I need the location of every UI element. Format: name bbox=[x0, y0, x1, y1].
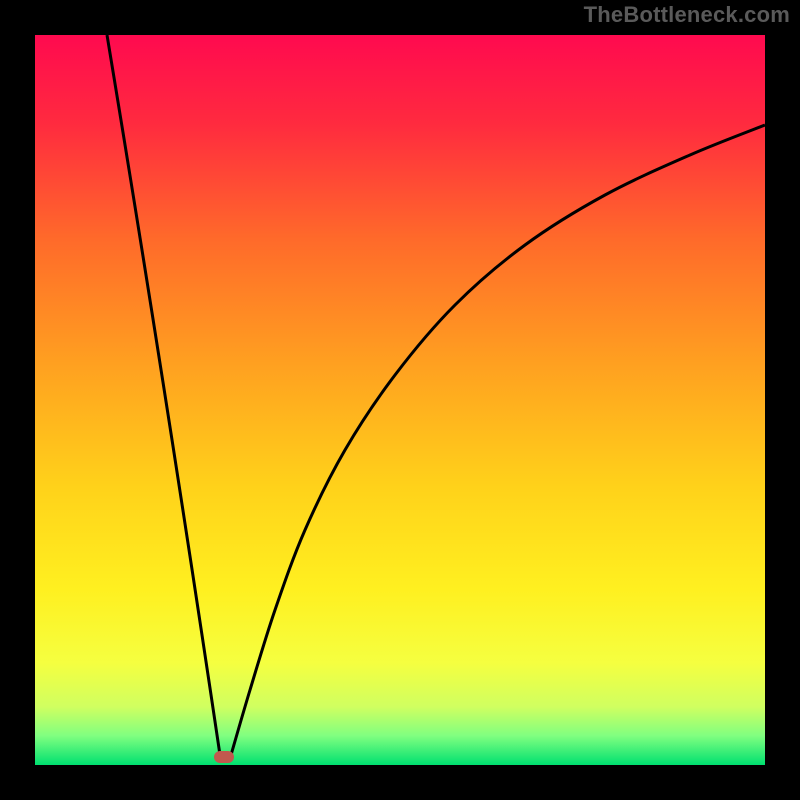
optimal-marker bbox=[214, 751, 234, 763]
gradient-background bbox=[35, 35, 765, 765]
watermark-text: TheBottleneck.com bbox=[584, 2, 790, 28]
bottleneck-chart bbox=[0, 0, 800, 800]
chart-container: TheBottleneck.com bbox=[0, 0, 800, 800]
